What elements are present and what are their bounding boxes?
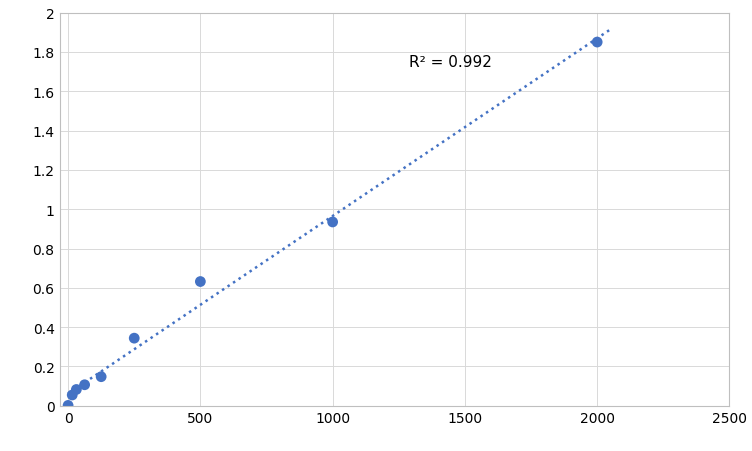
Point — [96, 373, 108, 381]
Point — [71, 386, 83, 393]
Point — [326, 219, 338, 226]
Text: R² = 0.992: R² = 0.992 — [409, 55, 493, 69]
Point — [591, 39, 603, 46]
Point — [62, 402, 74, 409]
Point — [79, 381, 91, 388]
Point — [194, 278, 206, 285]
Point — [128, 335, 140, 342]
Point — [66, 391, 78, 399]
